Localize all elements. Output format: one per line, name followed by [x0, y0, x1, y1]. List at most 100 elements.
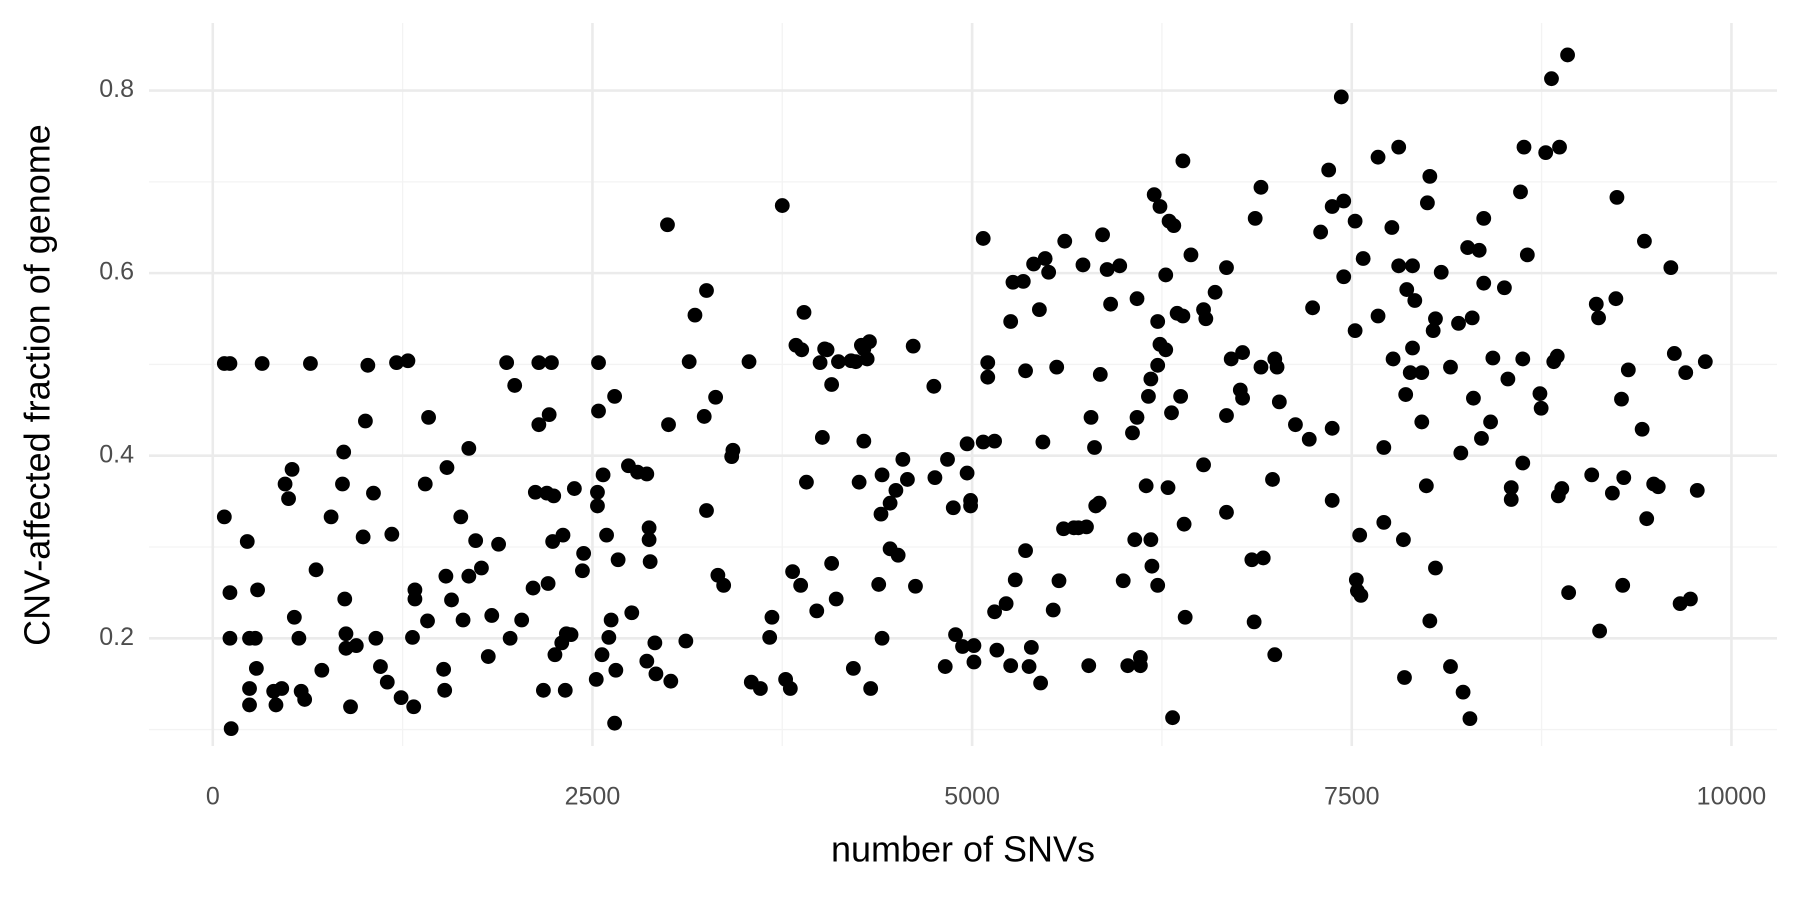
point [966, 654, 982, 670]
point [610, 552, 626, 568]
point [1466, 390, 1481, 406]
point [1554, 481, 1570, 496]
x-tick-label: 10000 [1697, 783, 1767, 811]
point [242, 697, 257, 713]
point [336, 444, 352, 460]
point [1399, 282, 1415, 297]
point [1376, 514, 1392, 530]
point [1455, 684, 1471, 700]
point [1313, 224, 1329, 240]
point [453, 509, 469, 525]
point [1099, 262, 1115, 277]
point [599, 527, 614, 543]
point [639, 653, 655, 669]
point [444, 592, 459, 608]
point [557, 682, 573, 698]
point [1425, 323, 1441, 339]
point [590, 484, 605, 500]
point [1353, 587, 1369, 603]
point [937, 659, 953, 674]
point [1453, 445, 1469, 461]
point [1474, 430, 1489, 446]
point [1120, 658, 1136, 674]
point [900, 472, 915, 487]
grid [149, 23, 1777, 746]
point [824, 556, 840, 571]
y-tick-label: 0.2 [99, 623, 134, 651]
point [1018, 363, 1033, 379]
point [1049, 359, 1065, 375]
point [1352, 527, 1368, 543]
point [601, 629, 617, 645]
point [439, 460, 455, 475]
point [1041, 264, 1057, 280]
point [1503, 492, 1519, 507]
point [1035, 434, 1051, 450]
point [1235, 345, 1250, 360]
point [1166, 218, 1182, 234]
point [1405, 258, 1420, 274]
point [595, 467, 611, 483]
point [1422, 168, 1438, 184]
point [642, 554, 658, 569]
point [607, 388, 623, 404]
point [1143, 532, 1159, 548]
point [1519, 247, 1535, 263]
point [1144, 558, 1160, 574]
point [1026, 256, 1042, 272]
point [254, 356, 270, 371]
point [882, 495, 898, 511]
point [400, 353, 416, 369]
y-tick-label: 0.6 [99, 258, 134, 286]
point [480, 649, 496, 664]
point [1604, 485, 1620, 501]
point [1219, 260, 1234, 276]
point [1132, 658, 1148, 674]
point [544, 355, 559, 370]
point [895, 451, 911, 467]
point [355, 529, 371, 545]
point [1620, 362, 1636, 378]
point [297, 692, 313, 707]
point [1141, 388, 1156, 404]
point [863, 681, 879, 696]
point [338, 626, 354, 642]
point [421, 409, 436, 425]
x-axis-title: number of SNVs [831, 829, 1095, 870]
point [987, 433, 1002, 449]
point [368, 630, 384, 646]
point [819, 342, 835, 358]
point [828, 591, 844, 607]
point [1160, 480, 1176, 496]
point [1532, 386, 1548, 402]
point [274, 681, 290, 696]
point [1037, 251, 1053, 266]
point [699, 283, 714, 298]
point [1083, 409, 1099, 425]
point [222, 630, 238, 646]
point [1150, 357, 1166, 373]
point [281, 491, 296, 507]
point [639, 466, 655, 482]
point [407, 582, 423, 598]
point [1246, 614, 1262, 630]
point [940, 451, 955, 467]
point [268, 697, 284, 713]
point [1460, 240, 1476, 255]
point [1223, 351, 1239, 367]
point [812, 355, 828, 370]
point [291, 630, 307, 646]
point [831, 354, 846, 370]
point [1143, 371, 1159, 387]
point [535, 682, 551, 698]
point [603, 612, 619, 628]
point [1057, 233, 1073, 249]
point [576, 545, 592, 561]
point [373, 659, 388, 674]
point [1503, 480, 1519, 496]
x-tick-label: 7500 [1324, 783, 1380, 811]
point [794, 342, 810, 358]
point [660, 217, 675, 233]
point [1485, 350, 1501, 366]
point [1081, 658, 1097, 674]
